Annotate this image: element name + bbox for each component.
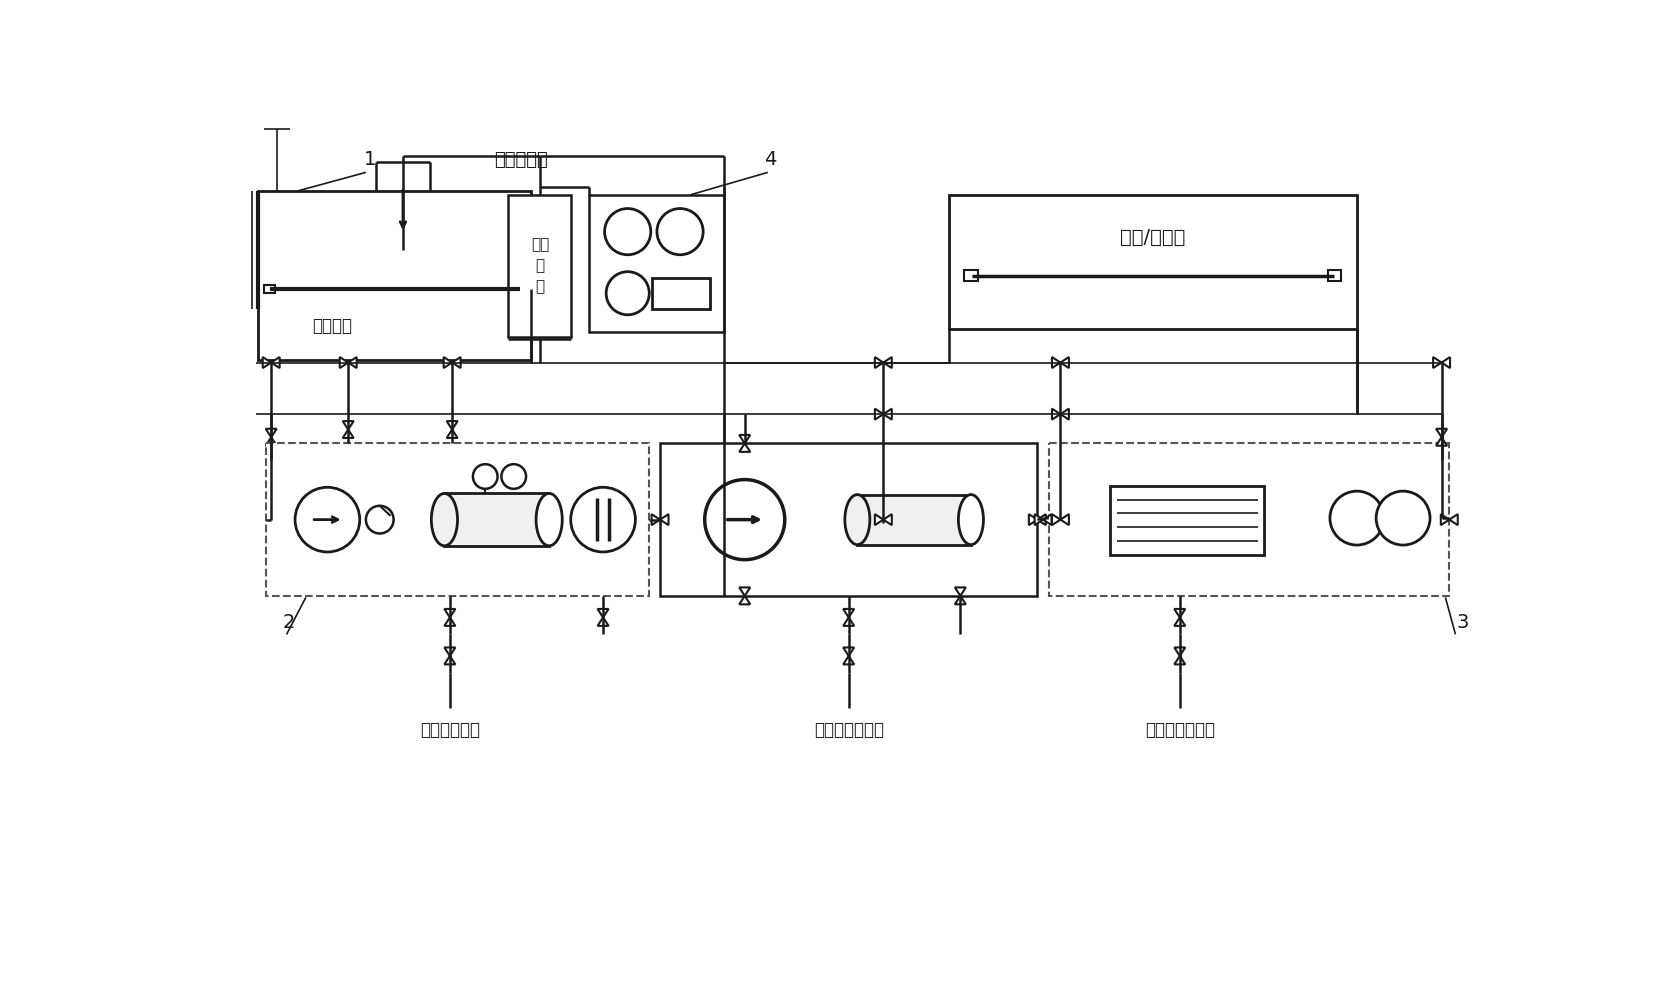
Bar (1109, 486, 1263, 555)
Polygon shape (1440, 514, 1449, 525)
Polygon shape (443, 647, 455, 656)
Polygon shape (348, 357, 356, 368)
Circle shape (1375, 491, 1429, 545)
Circle shape (606, 272, 649, 315)
Polygon shape (1034, 514, 1042, 525)
Polygon shape (1029, 514, 1037, 525)
Text: 外部蔥汽源接口: 外部蔥汽源接口 (1144, 721, 1215, 739)
Polygon shape (1042, 514, 1051, 525)
Text: 外部蔥汽源接口: 外部蔥汽源接口 (813, 721, 883, 739)
Bar (1327, 270, 1340, 281)
Bar (589, 195, 723, 332)
Polygon shape (875, 409, 883, 420)
Polygon shape (1173, 609, 1184, 617)
Polygon shape (739, 443, 750, 452)
Polygon shape (1435, 437, 1445, 446)
Text: 待清洗羐: 待清洗羐 (311, 317, 351, 335)
Ellipse shape (959, 495, 982, 545)
Polygon shape (1432, 357, 1440, 368)
Polygon shape (1440, 357, 1449, 368)
Ellipse shape (845, 495, 870, 545)
Polygon shape (843, 656, 853, 664)
Polygon shape (443, 617, 455, 626)
Text: 4: 4 (763, 150, 776, 169)
Polygon shape (739, 435, 750, 443)
Polygon shape (659, 514, 668, 525)
Polygon shape (1173, 647, 1184, 656)
Polygon shape (1051, 357, 1059, 368)
Polygon shape (843, 609, 853, 617)
Polygon shape (875, 357, 883, 368)
Circle shape (604, 209, 651, 255)
Polygon shape (1449, 514, 1457, 525)
Polygon shape (1435, 429, 1445, 437)
Bar (652, 278, 709, 309)
Polygon shape (875, 514, 883, 525)
Polygon shape (883, 409, 892, 420)
Bar (266, 443, 649, 596)
Circle shape (570, 487, 636, 552)
Text: 氧气
检
湋: 氧气 检 湋 (530, 237, 549, 294)
Polygon shape (343, 430, 353, 438)
Text: 外部水源接口: 外部水源接口 (420, 721, 480, 739)
Polygon shape (447, 430, 457, 438)
Text: 惰性气注入: 惰性气注入 (494, 151, 549, 169)
Circle shape (1328, 491, 1384, 545)
Text: 1: 1 (363, 150, 376, 169)
Circle shape (473, 464, 497, 489)
Circle shape (294, 487, 360, 552)
Polygon shape (1173, 656, 1184, 664)
Bar (443, 493, 549, 546)
Polygon shape (1173, 617, 1184, 626)
Bar (857, 495, 970, 545)
Text: 回收/供油羐: 回收/供油羐 (1119, 228, 1184, 247)
Polygon shape (1059, 514, 1069, 525)
Polygon shape (343, 421, 353, 430)
Polygon shape (452, 357, 460, 368)
Polygon shape (447, 421, 457, 430)
Polygon shape (883, 514, 892, 525)
Polygon shape (263, 357, 271, 368)
Polygon shape (1059, 357, 1069, 368)
Polygon shape (954, 596, 965, 604)
Polygon shape (739, 587, 750, 596)
Polygon shape (651, 514, 659, 525)
Polygon shape (266, 437, 276, 446)
Polygon shape (271, 357, 279, 368)
Bar (949, 195, 1357, 329)
Ellipse shape (535, 493, 562, 546)
Polygon shape (1059, 409, 1069, 420)
Circle shape (704, 480, 785, 560)
Ellipse shape (432, 493, 457, 546)
Text: 3: 3 (1456, 613, 1469, 632)
Polygon shape (443, 656, 455, 664)
Polygon shape (597, 617, 609, 626)
Bar (659, 443, 1037, 596)
Polygon shape (739, 596, 750, 604)
Polygon shape (443, 609, 455, 617)
Polygon shape (843, 647, 853, 656)
Polygon shape (843, 617, 853, 626)
Bar (964, 270, 977, 281)
Circle shape (366, 506, 393, 533)
Polygon shape (443, 357, 452, 368)
Polygon shape (883, 357, 892, 368)
Circle shape (502, 464, 525, 489)
Polygon shape (1051, 409, 1059, 420)
Circle shape (656, 209, 703, 255)
Bar (1049, 443, 1449, 596)
Polygon shape (1051, 514, 1059, 525)
Bar (509, 195, 570, 337)
Bar (514, 285, 525, 293)
Polygon shape (1037, 514, 1046, 525)
Polygon shape (340, 357, 348, 368)
Text: 2: 2 (283, 613, 294, 632)
Polygon shape (597, 609, 609, 617)
Polygon shape (954, 587, 965, 596)
Bar (264, 285, 274, 293)
Polygon shape (266, 429, 276, 437)
Bar (258, 191, 530, 360)
